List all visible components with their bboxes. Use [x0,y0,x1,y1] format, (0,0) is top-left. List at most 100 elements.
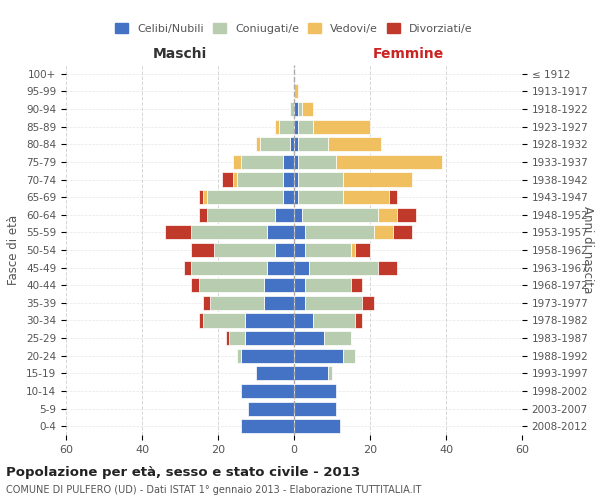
Bar [309,260,377,274]
Bar [275,208,294,222]
Bar [294,296,305,310]
Bar [233,155,241,169]
Bar [290,102,294,116]
Bar [214,243,275,257]
Bar [191,243,214,257]
Text: Maschi: Maschi [153,48,207,62]
Bar [294,278,305,292]
Bar [351,278,362,292]
Bar [294,190,298,204]
Bar [203,190,206,204]
Bar [389,190,397,204]
Bar [355,243,370,257]
Bar [328,137,382,152]
Bar [283,190,294,204]
Bar [294,402,336,415]
Bar [237,348,241,363]
Text: Popolazione per età, sesso e stato civile - 2013: Popolazione per età, sesso e stato civil… [6,466,360,479]
Bar [294,348,343,363]
Bar [294,331,325,345]
Bar [260,137,290,152]
Bar [199,314,203,328]
Bar [241,419,294,433]
Bar [268,260,294,274]
Bar [279,120,294,134]
Bar [294,314,313,328]
Bar [290,137,294,152]
Bar [298,102,302,116]
Bar [199,278,263,292]
Bar [294,208,302,222]
Bar [294,226,305,239]
Bar [325,331,351,345]
Bar [294,137,298,152]
Legend: Celibi/Nubili, Coniugati/e, Vedovi/e, Divorziati/e: Celibi/Nubili, Coniugati/e, Vedovi/e, Di… [111,19,477,38]
Bar [362,296,374,310]
Bar [294,84,298,98]
Bar [328,366,332,380]
Bar [199,208,206,222]
Bar [203,314,245,328]
Bar [233,172,237,186]
Bar [199,190,203,204]
Text: COMUNE DI PULFERO (UD) - Dati ISTAT 1° gennaio 2013 - Elaborazione TUTTITALIA.IT: COMUNE DI PULFERO (UD) - Dati ISTAT 1° g… [6,485,421,495]
Bar [336,155,442,169]
Bar [355,314,362,328]
Bar [203,296,211,310]
Bar [226,331,229,345]
Bar [305,296,362,310]
Bar [184,260,191,274]
Bar [294,366,328,380]
Bar [302,208,377,222]
Bar [294,102,298,116]
Bar [275,243,294,257]
Text: Femmine: Femmine [373,48,443,62]
Bar [241,348,294,363]
Bar [374,226,393,239]
Bar [248,402,294,415]
Bar [298,190,343,204]
Bar [241,384,294,398]
Bar [245,314,294,328]
Bar [294,120,298,134]
Bar [245,331,294,345]
Bar [237,172,283,186]
Bar [298,137,328,152]
Bar [294,243,305,257]
Bar [283,172,294,186]
Bar [206,190,283,204]
Bar [268,226,294,239]
Bar [191,226,268,239]
Y-axis label: Fasce di età: Fasce di età [7,215,20,285]
Bar [294,172,298,186]
Bar [222,172,233,186]
Bar [302,102,313,116]
Bar [275,120,279,134]
Bar [256,366,294,380]
Bar [191,260,268,274]
Bar [191,278,199,292]
Bar [256,137,260,152]
Bar [294,384,336,398]
Bar [343,172,412,186]
Bar [393,226,412,239]
Bar [313,314,355,328]
Bar [283,155,294,169]
Bar [165,226,191,239]
Bar [206,208,275,222]
Bar [298,172,343,186]
Bar [241,155,283,169]
Y-axis label: Anni di nascita: Anni di nascita [581,206,594,294]
Bar [397,208,416,222]
Bar [305,278,351,292]
Bar [298,120,313,134]
Bar [343,190,389,204]
Bar [229,331,245,345]
Bar [343,348,355,363]
Bar [377,208,397,222]
Bar [294,419,340,433]
Bar [263,296,294,310]
Bar [298,155,336,169]
Bar [263,278,294,292]
Bar [313,120,370,134]
